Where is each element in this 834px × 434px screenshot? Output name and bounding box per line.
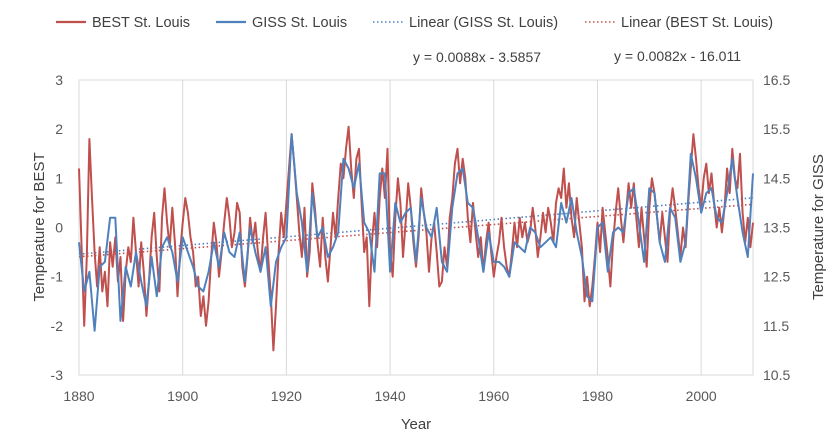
legend-label-best-linear: Linear (BEST St. Louis): [621, 15, 773, 31]
x-tick-label-1900: 1900: [167, 388, 198, 404]
y-left-tick-label: -3: [51, 367, 64, 383]
y-left-tick-label: 2: [55, 121, 63, 137]
y-right-tick-label: 14.5: [763, 170, 790, 186]
y-axis-right-ticks: 16.5 15.5 14.5 13.5 12.5 11.5 10.5: [763, 72, 790, 383]
y-left-tick-label: 1: [55, 170, 63, 186]
y-axis-right-title: Temperature for GISS: [810, 154, 827, 300]
x-tick-label-1880: 1880: [63, 388, 94, 404]
y-left-tick-label: -2: [51, 318, 64, 334]
y-right-tick-label: 15.5: [763, 121, 790, 137]
series-line-best: [78, 125, 754, 352]
legend-label-giss-linear: Linear (GISS St. Louis): [409, 15, 558, 31]
y-right-tick-label: 10.5: [763, 367, 790, 383]
y-right-tick-label: 12.5: [763, 269, 790, 285]
x-tick-label-2000: 2000: [686, 388, 717, 404]
x-tick-label-1960: 1960: [478, 388, 509, 404]
x-axis-ticks: 1880 1900 1920 1940 1960 1980 2000: [63, 388, 717, 404]
legend: BEST St. Louis GISS St. Louis Linear (GI…: [56, 15, 773, 31]
y-axis-left-title: Temperature for BEST: [31, 152, 48, 301]
x-axis-title: Year: [401, 416, 431, 433]
y-left-tick-label: 0: [55, 220, 63, 236]
y-left-tick-label: 3: [55, 72, 63, 88]
y-right-tick-label: 13.5: [763, 220, 790, 236]
x-tick-label-1980: 1980: [582, 388, 613, 404]
y-axis-left-ticks: 3 2 1 0 -1 -2 -3: [51, 72, 64, 383]
trend-equation-giss: y = 0.0088x - 3.5857: [413, 49, 541, 65]
x-tick-label-1940: 1940: [374, 388, 405, 404]
x-tick-label-1920: 1920: [271, 388, 302, 404]
series-line-giss: [78, 133, 754, 332]
trendline-best: [78, 203, 754, 258]
legend-label-best: BEST St. Louis: [92, 15, 190, 31]
y-right-tick-label: 11.5: [763, 318, 789, 334]
trend-equation-best: y = 0.0082x - 16.011: [614, 48, 741, 64]
y-right-tick-label: 16.5: [763, 72, 790, 88]
y-left-tick-label: -1: [51, 269, 64, 285]
legend-label-giss: GISS St. Louis: [252, 15, 347, 31]
plot-area: [78, 79, 754, 376]
series-lines: [78, 125, 754, 352]
